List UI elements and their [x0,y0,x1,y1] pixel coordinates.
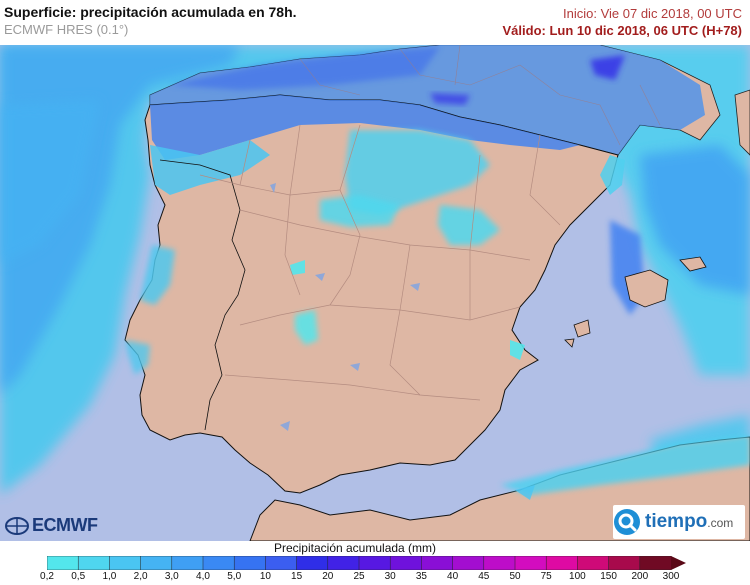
legend-tick-label: 20 [322,571,334,582]
tiempo-cloud-icon [614,509,640,535]
scale-arrow [671,556,686,570]
legend-tick-label: 15 [291,571,303,582]
model-label: ECMWF HRES (0.1°) [4,22,129,37]
map-title: Superficie: precipitación acumulada en 7… [4,4,297,20]
scale-swatch [608,556,641,570]
legend-tick-label: 25 [353,571,365,582]
tiempo-logo[interactable]: tiempo.com [613,505,745,539]
scale-swatch [639,556,672,570]
ecmwf-globe-icon [5,516,29,535]
precipitation-map[interactable] [0,45,750,541]
balearic-islands [564,256,707,348]
scale-swatch [296,556,329,570]
scale-swatch [109,556,142,570]
legend-tick-label: 30 [384,571,396,582]
legend-tick-label: 1,0 [102,571,117,582]
init-time: Inicio: Vie 07 dic 2018, 00 UTC [563,6,742,21]
scale-swatch [171,556,204,570]
scale-swatch [545,556,578,570]
iberia-precip [125,95,625,375]
legend-tick-label: 0,5 [71,571,86,582]
legend-ticks: 0,2 0,5 1,0 2,0 3,0 4,0 5,0 10 15 20 25 30 35 40 45 50 7… [0,571,750,585]
header-left: Superficie: precipitación acumulada en 7… [4,3,297,38]
scale-swatch [577,556,610,570]
scale-swatch [265,556,298,570]
scale-swatch [514,556,547,570]
scale-swatch [358,556,391,570]
reservoirs [270,183,420,431]
legend-tick-label: 2,0 [133,571,148,582]
legend-tick-label: 300 [662,571,680,582]
legend-tick-label: 100 [569,571,586,582]
scale-swatch [327,556,360,570]
scale-swatch [389,556,422,570]
legend-tick-label: 200 [631,571,649,582]
portugal-border [159,159,246,431]
legend-tick-label: 5,0 [227,571,242,582]
header-right: Inicio: Vie 07 dic 2018, 00 UTC Válido: … [503,5,743,39]
legend-tick-label: 35 [415,571,427,582]
legend-tick-label: 0,2 [40,571,54,582]
tiempo-logo-text: tiempo.com [645,511,734,532]
legend-tick-label: 150 [600,571,617,582]
scale-swatch [421,556,454,570]
legend-tick-label: 4,0 [196,571,210,582]
legend-tick-label: 75 [540,571,552,582]
scale-swatch [452,556,485,570]
legend-tick-label: 10 [259,571,271,582]
valid-time: Válido: Lun 10 dic 2018, 06 UTC (H+78) [502,23,743,38]
ecmwf-logo-text: ECMWF [32,515,98,535]
corsica [734,89,750,156]
ecmwf-logo: ECMWF [5,515,98,536]
scale-swatch [233,556,266,570]
legend-title: Precipitación acumulada (mm) [273,541,437,555]
legend-tick-label: 3,0 [164,571,179,582]
legend-tick-label: 50 [509,571,521,582]
france-spain-border [419,104,619,156]
scale-swatch [202,556,235,570]
scale-swatch [77,556,110,570]
scale-swatch [140,556,173,570]
color-scale [47,556,686,570]
france-regions [299,45,661,146]
scale-swatch [483,556,516,570]
legend-tick-label: 45 [478,571,490,582]
scale-swatch [47,556,79,570]
regional-borders [199,124,561,401]
legend-tick-label: 40 [447,571,459,582]
